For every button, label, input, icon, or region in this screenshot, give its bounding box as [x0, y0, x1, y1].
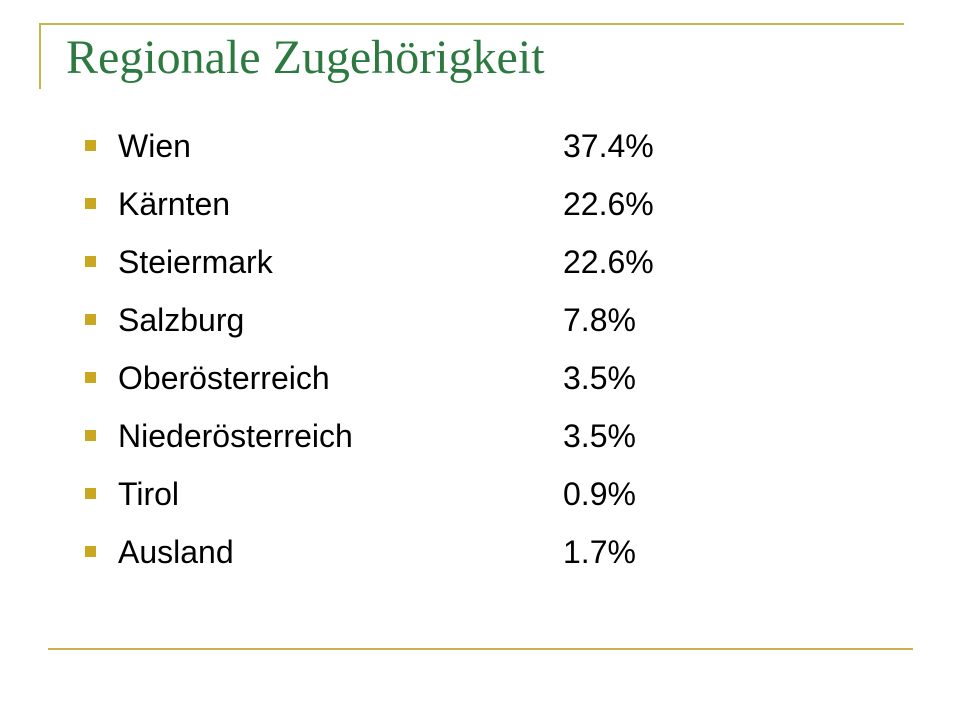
slide-title: Regionale Zugehörigkeit	[66, 31, 545, 84]
square-bullet-icon	[85, 488, 96, 499]
region-name: Steiermark	[118, 244, 273, 280]
square-bullet-icon	[85, 430, 96, 441]
list-item: Wien 37.4%	[0, 118, 960, 176]
bottom-rule	[48, 648, 913, 650]
list-item: Oberösterreich 3.5%	[0, 350, 960, 408]
region-name: Salzburg	[118, 302, 245, 338]
list-item: Kärnten 22.6%	[0, 176, 960, 234]
list-item: Steiermark 22.6%	[0, 234, 960, 292]
region-share: 22.6%	[563, 244, 654, 280]
square-bullet-icon	[85, 140, 96, 151]
region-share: 0.9%	[563, 476, 636, 512]
region-name: Wien	[118, 128, 191, 164]
list-item: Salzburg 7.8%	[0, 292, 960, 350]
region-share: 7.8%	[563, 302, 636, 338]
list-item: Niederösterreich 3.5%	[0, 408, 960, 466]
square-bullet-icon	[85, 198, 96, 209]
region-name: Kärnten	[118, 186, 231, 222]
region-name: Ausland	[118, 534, 234, 570]
square-bullet-icon	[85, 256, 96, 267]
square-bullet-icon	[85, 372, 96, 383]
square-bullet-icon	[85, 546, 96, 557]
square-bullet-icon	[85, 314, 96, 325]
region-share: 22.6%	[563, 186, 654, 222]
region-name: Niederösterreich	[118, 418, 353, 454]
region-share: 1.7%	[563, 534, 636, 570]
region-name: Oberösterreich	[118, 360, 330, 396]
region-list: Wien 37.4% Kärnten 22.6% Steiermark 22.6…	[0, 118, 960, 582]
left-rule	[39, 23, 41, 89]
region-share: 37.4%	[563, 128, 654, 164]
top-rule	[40, 23, 904, 25]
region-share: 3.5%	[563, 418, 636, 454]
region-name: Tirol	[118, 476, 180, 512]
list-item: Tirol 0.9%	[0, 466, 960, 524]
region-share: 3.5%	[563, 360, 636, 396]
list-item: Ausland 1.7%	[0, 524, 960, 582]
